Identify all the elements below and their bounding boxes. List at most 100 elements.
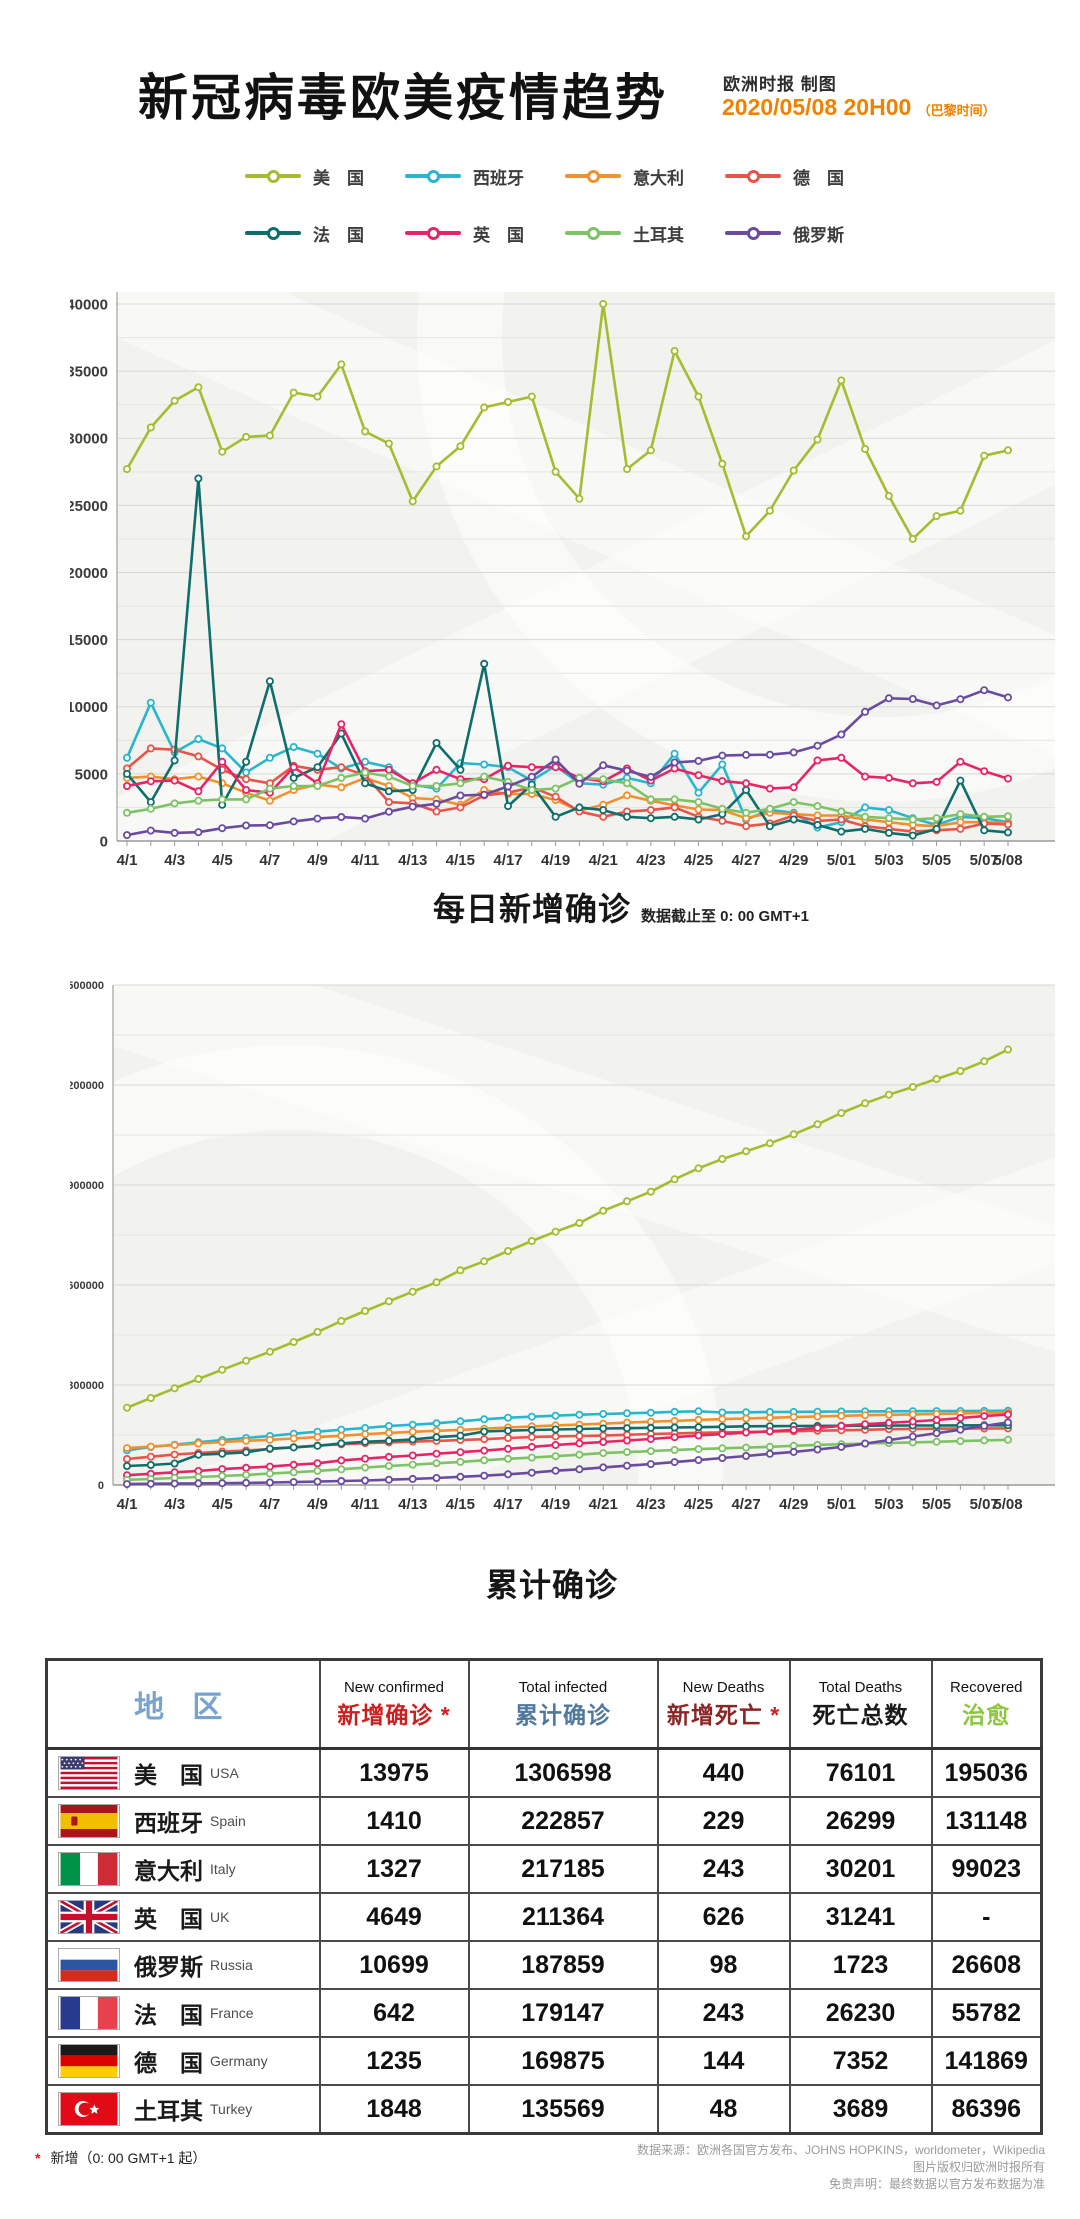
svg-text:25000: 25000 [70, 498, 108, 515]
svg-text:4/7: 4/7 [259, 852, 280, 869]
column-header: Total Deaths 死亡总数 [788, 1658, 933, 1750]
series-line-marker-icon [565, 169, 621, 183]
svg-text:4/25: 4/25 [684, 852, 713, 869]
stat-value: 55782 [930, 1988, 1043, 2038]
germany-flag-icon [58, 2044, 120, 2078]
series-line-marker-icon [725, 169, 781, 183]
svg-text:4/15: 4/15 [446, 1496, 475, 1513]
country-cell: 法 国 France [48, 1996, 319, 2030]
svg-text:4/29: 4/29 [779, 852, 808, 869]
country-name-en: Turkey [210, 2101, 253, 2117]
stat-value: 98 [656, 1940, 791, 1990]
table-row: 法 国 France 642 179147 243 26230 55782 [45, 1988, 1043, 2038]
legend-label: 土耳其 [633, 225, 684, 245]
svg-text:5/03: 5/03 [874, 1496, 903, 1513]
table-row: 英 国 UK 4649 211364 626 31241- [45, 1892, 1043, 1942]
svg-text:5/03: 5/03 [874, 852, 903, 869]
country-name-zh: 德 国 [134, 2050, 203, 2076]
legend-row-1: 美 国 西班牙 意大利 德 国 [0, 165, 1080, 188]
svg-text:4/1: 4/1 [117, 852, 138, 869]
legend-item: 美 国 [245, 165, 364, 188]
country-cell: 俄罗斯 Russia [48, 1948, 319, 1982]
daily-chart-subtitle: 数据截止至 0: 00 GMT+1 [641, 908, 809, 925]
svg-text:4/17: 4/17 [493, 852, 522, 869]
stat-value: 86396 [930, 2084, 1043, 2135]
stat-value: 144 [656, 2036, 791, 2086]
svg-text:4/13: 4/13 [398, 1496, 427, 1513]
svg-text:20000: 20000 [70, 565, 108, 582]
series-line-marker-icon [725, 226, 781, 240]
cumulative-chart-caption: 累计确诊 [486, 1560, 618, 1606]
svg-text:15000: 15000 [70, 632, 108, 649]
column-header: Recovered 治愈 [930, 1658, 1043, 1750]
stat-value: 1410 [318, 1796, 470, 1846]
table-row: 俄罗斯 Russia 10699 187859 98 1723 26608 [45, 1940, 1043, 1990]
legend-item: 德 国 [725, 165, 844, 188]
source-line: 数据来源：欧洲各国官方发布、JOHNS HOPKINS，worldometer，… [636, 2143, 1045, 2157]
daily-new-cases-chart: 0 5000 10000 15000 20000 25000 30000 35000 40000… [70, 288, 1060, 873]
svg-text:4/11: 4/11 [351, 852, 379, 869]
stat-value: 217185 [467, 1844, 659, 1894]
column-header-zh: 新增死亡 * [666, 1702, 781, 1728]
series-line-marker-icon [245, 169, 301, 183]
svg-text:35000: 35000 [70, 364, 108, 381]
svg-text:4/21: 4/21 [589, 852, 618, 869]
svg-text:600000: 600000 [70, 1280, 104, 1292]
legend-item: 法 国 [245, 222, 364, 245]
stat-value: 3689 [788, 2084, 933, 2135]
footnote-text: 新增（0: 00 GMT+1 起） [50, 2150, 207, 2166]
svg-text:5/01: 5/01 [827, 1496, 856, 1513]
legend-row-2: 法 国 英 国 土耳其 俄罗斯 [0, 222, 1080, 245]
series-line-marker-icon [565, 226, 621, 240]
country-name-zh: 意大利 [134, 1858, 203, 1884]
chart-daily-svg: 0 5000 10000 15000 20000 25000 30000 35000 40000… [70, 292, 1055, 869]
svg-text:5/08: 5/08 [993, 1496, 1022, 1513]
turkey-flag-icon [58, 2092, 120, 2126]
svg-text:5/05: 5/05 [922, 852, 951, 869]
svg-text:5000: 5000 [75, 766, 108, 783]
legend-label: 英 国 [473, 225, 524, 245]
country-name-en: Germany [210, 2053, 268, 2069]
country-name-en: Spain [210, 1813, 246, 1829]
table-header-row: 地 区 New confirmed 新增确诊 * Total infected 累计确… [45, 1658, 1043, 1750]
country-name-en: USA [210, 1765, 239, 1781]
country-name-en: France [210, 2005, 254, 2021]
stat-value: 440 [656, 1747, 791, 1798]
svg-text:5/05: 5/05 [922, 1496, 951, 1513]
svg-text:4/27: 4/27 [731, 852, 760, 869]
france-flag-icon [58, 1996, 120, 2030]
series-line-marker-icon [405, 226, 461, 240]
stat-value: 222857 [467, 1796, 659, 1846]
column-header-en: New Deaths [682, 1679, 765, 1696]
credit-label: 欧洲时报 制图 [723, 75, 837, 94]
stat-value: 10699 [318, 1940, 470, 1990]
column-header-en: New confirmed [343, 1679, 445, 1696]
stat-value: 243 [656, 1988, 791, 2038]
svg-text:4/7: 4/7 [259, 1496, 280, 1513]
stat-value: 1327 [318, 1844, 470, 1894]
svg-text:4/15: 4/15 [446, 852, 475, 869]
stat-value: 141869 [930, 2036, 1043, 2086]
svg-text:30000: 30000 [70, 431, 108, 448]
italy-flag-icon [58, 1852, 120, 1886]
svg-text:4/5: 4/5 [212, 852, 233, 869]
column-header-en: Total Deaths [818, 1679, 903, 1696]
source-line: 免责声明：最终数据以官方发布数据为准 [828, 2177, 1045, 2191]
svg-text:1200000: 1200000 [70, 1080, 104, 1092]
legend-label: 西班牙 [473, 168, 524, 188]
country-cell: 意大利 Italy [48, 1852, 319, 1886]
legend-label: 俄罗斯 [793, 225, 844, 245]
series-line-marker-icon [245, 226, 301, 240]
country-name-zh: 英 国 [134, 1906, 203, 1932]
country-name-en: Russia [210, 1957, 253, 1973]
svg-text:10000: 10000 [70, 699, 108, 716]
daily-chart-title: 每日新增确诊 [433, 891, 632, 927]
stat-value: 99023 [930, 1844, 1043, 1894]
svg-text:4/5: 4/5 [212, 1496, 233, 1513]
stat-value: 135569 [467, 2084, 659, 2135]
legend-item: 土耳其 [565, 222, 684, 245]
page-title: 新冠病毒欧美疫情趋势 [138, 70, 668, 126]
stat-value: 626 [656, 1892, 791, 1942]
legend-label: 意大利 [633, 168, 684, 188]
svg-text:0: 0 [98, 1480, 104, 1492]
